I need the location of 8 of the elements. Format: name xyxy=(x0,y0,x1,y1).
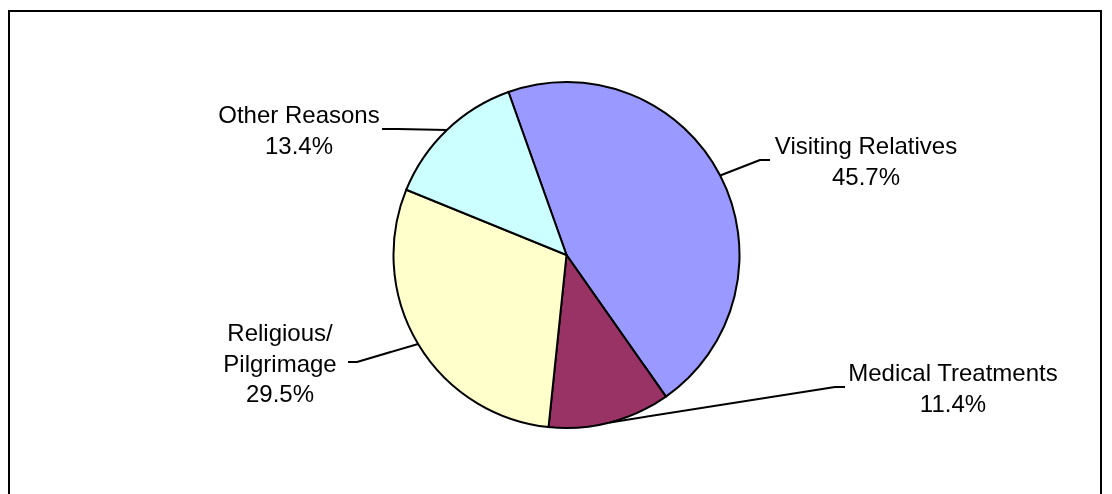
data-label: 11.4% xyxy=(919,389,987,416)
data-label: 13.4% xyxy=(264,131,334,158)
data-label: 45.7% xyxy=(831,162,901,189)
slice-label: Other Reasons xyxy=(218,100,380,128)
slice-label: Visiting Relatives xyxy=(774,131,958,159)
slice-label: Religious/ Pilgrimage xyxy=(223,318,337,376)
slice-label: Medical Treatments xyxy=(848,358,1058,386)
data-label: 29.5% xyxy=(245,379,315,407)
